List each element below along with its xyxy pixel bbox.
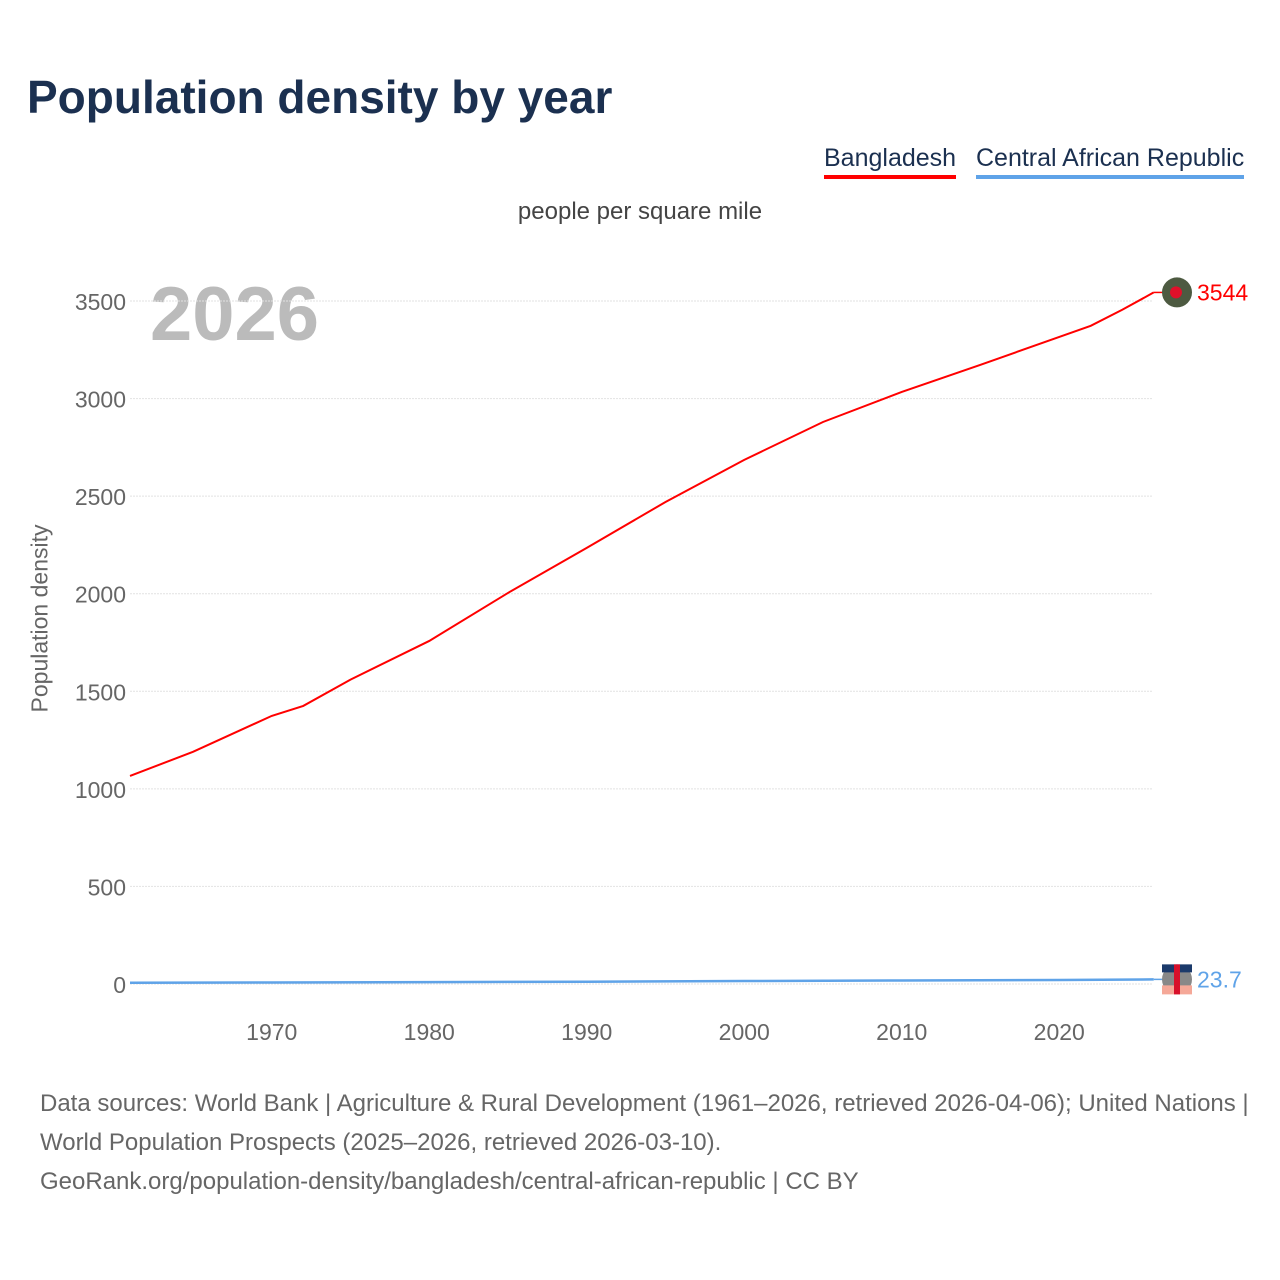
y-tick-label: 2000 [75, 582, 126, 608]
y-tick-label: 1000 [75, 777, 126, 803]
unit-label: people per square mile [517, 198, 763, 225]
y-tick-label: 500 [88, 874, 126, 900]
footer: Data sources: World Bank | Agriculture &… [40, 1084, 1250, 1201]
legend-central-african-republic[interactable]: Central African Republic [976, 144, 1245, 179]
x-tick-label: 1970 [246, 1019, 297, 1045]
end-value-label: 3544 [1197, 279, 1248, 305]
x-tick-label: 1990 [561, 1019, 612, 1045]
x-tick-label: 2000 [719, 1019, 770, 1045]
chart-title: Population density by year [27, 71, 613, 123]
chart-svg: 2026 0 500 1000 1500 2000 2500 3000 3500 1970 1980… [75, 272, 1249, 1045]
x-tick-label: 2020 [1034, 1019, 1085, 1045]
y-tick-label: 1500 [75, 679, 126, 705]
y-tick-label: 0 [113, 972, 126, 998]
year-watermark: 2026 [150, 272, 319, 357]
source-link[interactable]: GeoRank.org/population-density/banglades… [40, 1168, 859, 1195]
end-value-label: 23.7 [1197, 966, 1242, 992]
y-tick-label: 3000 [75, 387, 126, 413]
y-tick-label: 2500 [75, 484, 126, 510]
x-tick-label: 2010 [876, 1019, 927, 1045]
series-line-central-african-republic [129, 978, 1154, 984]
data-sources: Data sources: World Bank | Agriculture &… [40, 1090, 1249, 1156]
flag-stripe [1174, 964, 1180, 995]
series-line-bangladesh [129, 291, 1155, 777]
x-tick-label: 1980 [404, 1019, 455, 1045]
legend-bangladesh[interactable]: Bangladesh [824, 144, 957, 179]
y-tick-label: 3500 [75, 289, 126, 315]
flag-dot [1170, 286, 1182, 299]
